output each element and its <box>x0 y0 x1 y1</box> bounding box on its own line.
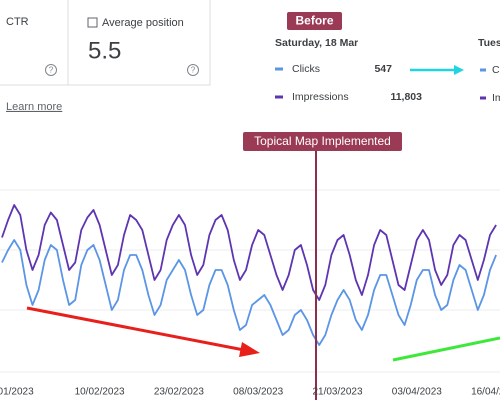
arrow-head <box>454 65 464 75</box>
position-card[interactable] <box>67 0 211 86</box>
help-icon-text: ? <box>49 66 54 75</box>
badge-text: Before <box>295 14 333 28</box>
series-line <box>1 239 497 346</box>
series-line <box>1 204 497 301</box>
x-tick-label: 21/03/2023 <box>312 387 362 398</box>
help-icon-text: ? <box>191 66 196 75</box>
checkbox[interactable] <box>87 17 98 28</box>
tooltip-label: Clicks <box>292 63 320 75</box>
tooltip-date: Saturday, 18 Mar <box>275 37 358 49</box>
tooltip-date: Tues <box>478 37 500 49</box>
help-icon[interactable] <box>45 64 57 76</box>
card-value: 5.5 <box>88 37 121 64</box>
x-tick-label: 03/04/2023 <box>392 387 442 398</box>
tooltip-label: Im <box>492 92 500 104</box>
ctr-card[interactable] <box>0 0 69 86</box>
x-tick-label: 23/02/2023 <box>154 387 204 398</box>
x-tick-label: 08/03/2023 <box>233 387 283 398</box>
plot <box>1 204 497 346</box>
arrow <box>26 306 245 352</box>
annotation-text: Topical Map Implemented <box>254 134 391 148</box>
tooltip-label: C <box>492 64 500 76</box>
x-tick-label: /01/2023 <box>0 387 34 398</box>
tooltip-value: 11,803 <box>390 91 422 103</box>
x-tick-label: 10/02/2023 <box>75 387 125 398</box>
arrow <box>392 336 500 362</box>
learn-more-link[interactable]: Learn more <box>6 101 62 113</box>
card-label: Average position <box>102 17 184 29</box>
arrow-head <box>239 342 260 357</box>
tooltip-value: 547 <box>374 63 392 75</box>
card-label: CTR <box>6 16 29 28</box>
tooltip-label: Impressions <box>292 91 349 103</box>
help-icon[interactable] <box>187 64 199 76</box>
annotation-badge <box>243 132 402 151</box>
x-tick-label: 16/04/2023 <box>471 387 500 398</box>
badge <box>287 12 342 30</box>
